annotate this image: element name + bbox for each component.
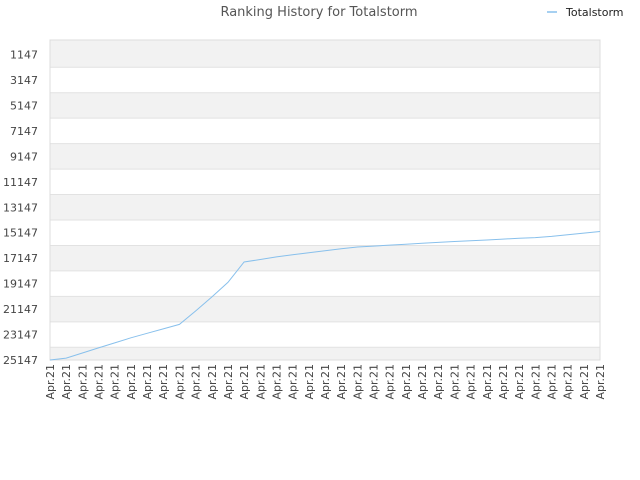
- y-tick-label: 3147: [10, 74, 38, 87]
- y-tick-label: 15147: [3, 227, 38, 240]
- plot-band: [50, 67, 600, 93]
- y-tick-label: 25147: [3, 354, 38, 367]
- x-tick-label: Apr.21: [60, 364, 73, 400]
- x-tick-label: Apr.21: [448, 364, 461, 400]
- x-tick-label: Apr.21: [562, 364, 575, 400]
- y-tick-label: 9147: [10, 150, 38, 163]
- y-tick-label: 5147: [10, 99, 38, 112]
- x-tick-label: Apr.21: [594, 364, 607, 400]
- x-tick-label: Apr.21: [173, 364, 186, 400]
- x-tick-label: Apr.21: [190, 364, 203, 400]
- x-tick-label: Apr.21: [432, 364, 445, 400]
- plot-band: [50, 347, 600, 360]
- x-tick-label: Apr.21: [497, 364, 510, 400]
- x-tick-label: Apr.21: [351, 364, 364, 400]
- x-tick-label: Apr.21: [303, 364, 316, 400]
- x-tick-label: Apr.21: [513, 364, 526, 400]
- x-tick-label: Apr.21: [465, 364, 478, 400]
- plot-band: [50, 321, 600, 348]
- x-tick-label: Apr.21: [529, 364, 542, 400]
- y-tick-label: 21147: [3, 303, 38, 316]
- x-tick-label: Apr.21: [141, 364, 154, 400]
- x-tick-label: Apr.21: [335, 364, 348, 400]
- x-tick-label: Apr.21: [157, 364, 170, 400]
- plot-band: [50, 296, 600, 322]
- y-tick-label: 11147: [3, 176, 38, 189]
- legend-label: Totalstorm: [565, 6, 624, 19]
- x-tick-label: Apr.21: [125, 364, 138, 400]
- x-tick-label: Apr.21: [76, 364, 89, 400]
- x-tick-label: Apr.21: [206, 364, 219, 400]
- y-tick-label: 7147: [10, 125, 38, 138]
- x-tick-label: Apr.21: [578, 364, 591, 400]
- plot-band: [50, 219, 600, 246]
- x-tick-label: Apr.21: [238, 364, 251, 400]
- plot-band: [50, 40, 600, 68]
- x-tick-label: Apr.21: [222, 364, 235, 400]
- x-tick-label: Apr.21: [44, 364, 57, 400]
- plot-band: [50, 143, 600, 170]
- y-tick-label: 1147: [10, 49, 38, 62]
- x-tick-label: Apr.21: [481, 364, 494, 400]
- y-tick-label: 17147: [3, 252, 38, 265]
- series-line: [49, 231, 601, 361]
- plot-band: [50, 118, 600, 144]
- y-tick-label: 13147: [3, 201, 38, 214]
- x-tick-label: Apr.21: [93, 364, 106, 400]
- y-tick-label: 23147: [3, 329, 38, 342]
- plot-frame: [49, 39, 601, 361]
- chart-title: Ranking History for Totalstorm: [220, 5, 417, 20]
- plot-band: [50, 270, 600, 297]
- x-tick-label: Apr.21: [384, 364, 397, 400]
- x-tick-label: Apr.21: [254, 364, 267, 400]
- x-tick-label: Apr.21: [319, 364, 332, 400]
- plot-band: [50, 169, 600, 195]
- x-tick-label: Apr.21: [109, 364, 122, 400]
- x-tick-label: Apr.21: [287, 364, 300, 400]
- plot-band: [50, 245, 600, 271]
- x-tick-label: Apr.21: [416, 364, 429, 400]
- x-tick-label: Apr.21: [270, 364, 283, 400]
- plot-band: [50, 194, 600, 220]
- x-tick-label: Apr.21: [400, 364, 413, 400]
- legend: Totalstorm: [547, 6, 624, 19]
- y-tick-label: 19147: [3, 278, 38, 291]
- plot-band: [50, 92, 600, 119]
- x-tick-label: Apr.21: [545, 364, 558, 400]
- x-tick-label: Apr.21: [368, 364, 381, 400]
